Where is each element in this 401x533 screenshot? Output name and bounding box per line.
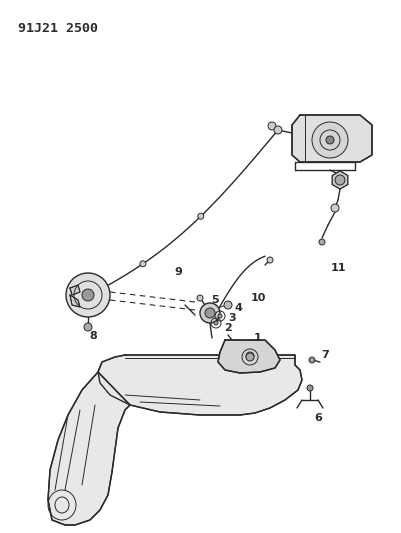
Circle shape — [245, 353, 253, 361]
Text: 5: 5 — [211, 295, 218, 305]
Text: 1: 1 — [253, 333, 261, 343]
Polygon shape — [70, 295, 80, 307]
Circle shape — [267, 122, 275, 130]
Circle shape — [325, 136, 333, 144]
Polygon shape — [217, 340, 279, 373]
Polygon shape — [48, 372, 130, 525]
Circle shape — [200, 303, 219, 323]
Text: 9: 9 — [174, 267, 182, 277]
Circle shape — [140, 261, 146, 267]
Circle shape — [318, 239, 324, 245]
Circle shape — [197, 213, 203, 219]
Text: 3: 3 — [228, 313, 235, 323]
Polygon shape — [291, 115, 371, 162]
Circle shape — [266, 257, 272, 263]
Circle shape — [245, 352, 253, 360]
Text: 8: 8 — [89, 331, 97, 341]
Circle shape — [334, 175, 344, 185]
Circle shape — [273, 126, 281, 134]
Circle shape — [196, 295, 203, 301]
Circle shape — [205, 308, 215, 318]
Circle shape — [330, 204, 338, 212]
Circle shape — [308, 357, 314, 363]
Polygon shape — [331, 171, 347, 189]
Text: 4: 4 — [233, 303, 241, 313]
Text: 2: 2 — [224, 323, 231, 333]
Circle shape — [311, 122, 347, 158]
Circle shape — [213, 321, 217, 325]
Circle shape — [217, 314, 221, 318]
Circle shape — [306, 385, 312, 391]
Circle shape — [84, 323, 92, 331]
Polygon shape — [70, 285, 80, 295]
Circle shape — [66, 273, 110, 317]
Text: 7: 7 — [320, 350, 328, 360]
Circle shape — [82, 289, 94, 301]
Text: 6: 6 — [313, 413, 321, 423]
Text: 91J21 2500: 91J21 2500 — [18, 22, 98, 35]
Polygon shape — [98, 355, 301, 415]
Text: 10: 10 — [250, 293, 265, 303]
Circle shape — [223, 301, 231, 309]
Text: 11: 11 — [330, 263, 345, 273]
